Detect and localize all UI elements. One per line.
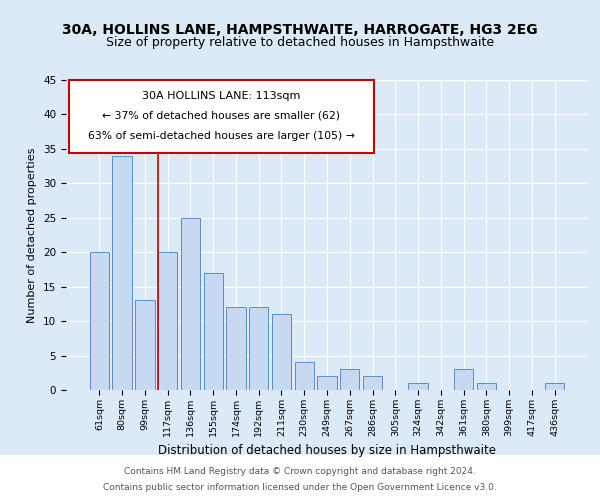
Bar <box>249 308 268 390</box>
Bar <box>545 383 564 390</box>
Bar <box>135 300 155 390</box>
Text: Size of property relative to detached houses in Hampsthwaite: Size of property relative to detached ho… <box>106 36 494 49</box>
Bar <box>317 376 337 390</box>
Bar <box>272 314 291 390</box>
Text: ← 37% of detached houses are smaller (62): ← 37% of detached houses are smaller (62… <box>102 111 340 121</box>
Bar <box>476 383 496 390</box>
Bar <box>454 370 473 390</box>
Bar <box>90 252 109 390</box>
Text: Contains public sector information licensed under the Open Government Licence v3: Contains public sector information licen… <box>103 483 497 492</box>
Bar <box>409 383 428 390</box>
Bar <box>363 376 382 390</box>
Text: 30A, HOLLINS LANE, HAMPSTHWAITE, HARROGATE, HG3 2EG: 30A, HOLLINS LANE, HAMPSTHWAITE, HARROGA… <box>62 22 538 36</box>
FancyBboxPatch shape <box>68 80 374 153</box>
Text: 63% of semi-detached houses are larger (105) →: 63% of semi-detached houses are larger (… <box>88 131 355 141</box>
Bar <box>340 370 359 390</box>
Text: Contains HM Land Registry data © Crown copyright and database right 2024.: Contains HM Land Registry data © Crown c… <box>124 466 476 475</box>
Y-axis label: Number of detached properties: Number of detached properties <box>28 148 37 322</box>
Bar <box>295 362 314 390</box>
Bar <box>158 252 178 390</box>
X-axis label: Distribution of detached houses by size in Hampsthwaite: Distribution of detached houses by size … <box>158 444 496 458</box>
Bar <box>226 308 245 390</box>
Text: 30A HOLLINS LANE: 113sqm: 30A HOLLINS LANE: 113sqm <box>142 91 301 101</box>
Bar <box>203 273 223 390</box>
Bar <box>181 218 200 390</box>
Bar <box>112 156 132 390</box>
